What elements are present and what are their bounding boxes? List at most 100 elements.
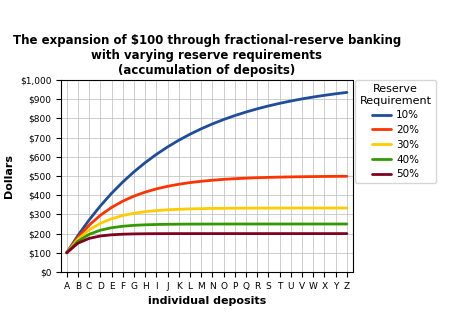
20%	[254, 176, 260, 180]
10%	[131, 170, 137, 174]
50%	[165, 232, 171, 236]
10%	[277, 101, 282, 105]
20%	[142, 190, 148, 194]
40%	[311, 222, 316, 226]
Line: 40%: 40%	[67, 224, 347, 253]
10%	[64, 251, 70, 255]
30%	[64, 251, 70, 255]
40%	[288, 222, 294, 226]
30%	[142, 210, 148, 214]
10%	[344, 91, 350, 94]
30%	[277, 206, 282, 210]
30%	[210, 206, 215, 210]
20%	[120, 199, 125, 203]
20%	[243, 176, 249, 180]
10%	[142, 161, 148, 164]
30%	[165, 208, 171, 212]
20%	[277, 175, 282, 179]
40%	[243, 222, 249, 226]
40%	[254, 222, 260, 226]
50%	[333, 232, 338, 236]
50%	[75, 241, 81, 245]
40%	[97, 228, 103, 232]
10%	[266, 104, 271, 108]
20%	[165, 184, 171, 188]
30%	[299, 206, 305, 210]
30%	[221, 206, 227, 210]
10%	[75, 234, 81, 237]
10%	[299, 97, 305, 101]
40%	[266, 222, 271, 226]
30%	[232, 206, 238, 210]
50%	[210, 232, 215, 236]
Legend: 10%, 20%, 30%, 40%, 50%: 10%, 20%, 30%, 40%, 50%	[355, 80, 436, 183]
30%	[266, 206, 271, 210]
20%	[198, 179, 204, 183]
20%	[266, 175, 271, 179]
20%	[109, 205, 114, 209]
50%	[232, 232, 238, 236]
40%	[333, 222, 338, 226]
20%	[154, 187, 159, 191]
50%	[254, 232, 260, 236]
20%	[232, 177, 238, 180]
10%	[288, 99, 294, 103]
10%	[165, 145, 171, 149]
30%	[131, 211, 137, 215]
50%	[120, 232, 125, 236]
40%	[165, 222, 171, 226]
20%	[311, 175, 316, 179]
30%	[109, 217, 114, 221]
40%	[154, 223, 159, 227]
30%	[321, 206, 327, 210]
40%	[86, 232, 92, 236]
50%	[176, 232, 181, 236]
Line: 50%: 50%	[67, 234, 347, 253]
10%	[97, 204, 103, 208]
30%	[154, 209, 159, 212]
10%	[232, 114, 238, 117]
40%	[176, 222, 181, 226]
20%	[344, 174, 350, 178]
40%	[142, 223, 148, 227]
30%	[254, 206, 260, 210]
Y-axis label: Dollars: Dollars	[4, 154, 14, 198]
10%	[254, 107, 260, 111]
30%	[75, 237, 81, 241]
20%	[131, 194, 137, 198]
50%	[97, 234, 103, 238]
50%	[142, 232, 148, 236]
50%	[109, 233, 114, 237]
50%	[131, 232, 137, 236]
50%	[288, 232, 294, 236]
50%	[221, 232, 227, 236]
50%	[198, 232, 204, 236]
40%	[120, 224, 125, 228]
10%	[187, 132, 193, 136]
30%	[176, 207, 181, 211]
40%	[210, 222, 215, 226]
10%	[221, 118, 227, 122]
10%	[154, 152, 159, 156]
30%	[311, 206, 316, 210]
40%	[232, 222, 238, 226]
50%	[344, 232, 350, 236]
40%	[321, 222, 327, 226]
40%	[221, 222, 227, 226]
50%	[243, 232, 249, 236]
30%	[187, 207, 193, 211]
40%	[131, 223, 137, 227]
30%	[86, 228, 92, 232]
10%	[210, 122, 215, 126]
20%	[333, 174, 338, 178]
20%	[221, 178, 227, 181]
10%	[333, 92, 338, 96]
10%	[321, 93, 327, 97]
50%	[64, 251, 70, 255]
50%	[187, 232, 193, 236]
50%	[299, 232, 305, 236]
10%	[120, 180, 125, 184]
40%	[277, 222, 282, 226]
40%	[344, 222, 350, 226]
30%	[97, 221, 103, 225]
